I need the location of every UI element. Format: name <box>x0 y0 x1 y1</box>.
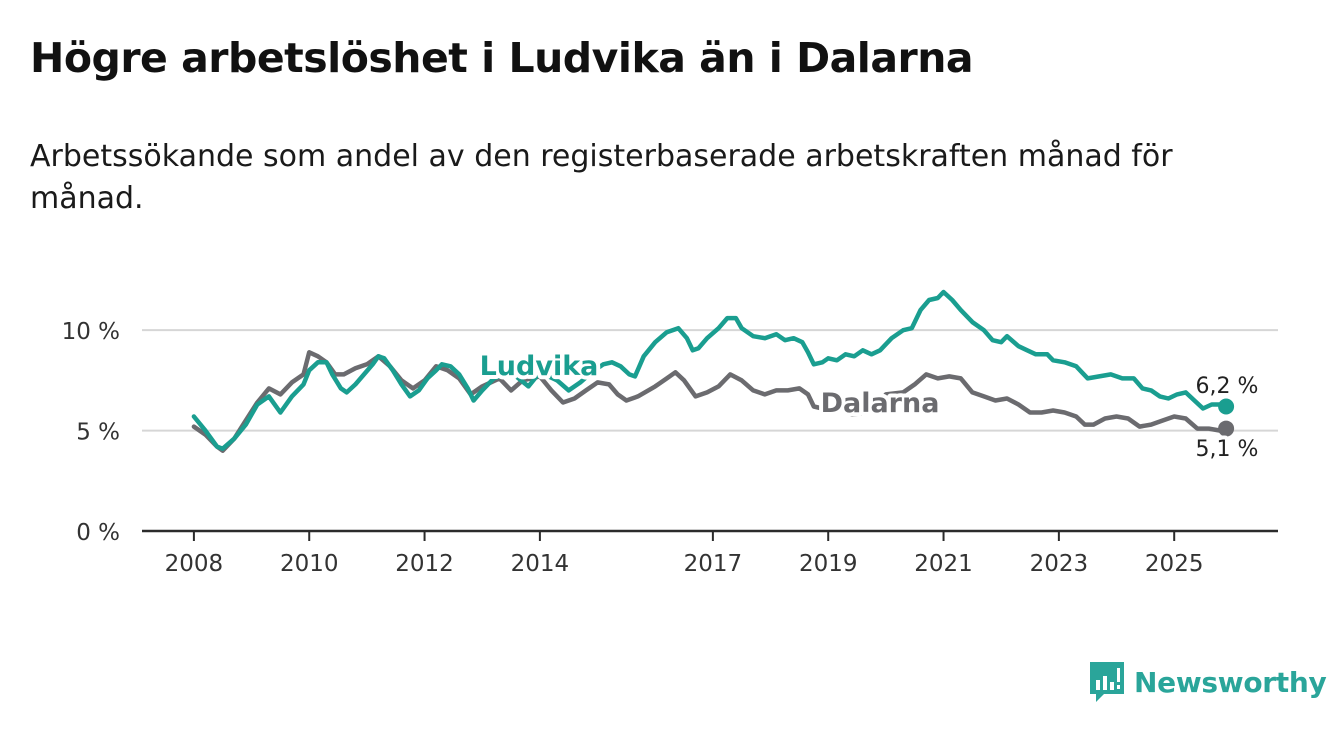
x-tick-label: 2012 <box>395 551 454 577</box>
gridlines <box>142 329 1278 432</box>
y-axis: 0 % 5 % 10 % <box>62 319 120 546</box>
x-tick-label: 2019 <box>799 551 858 577</box>
newsworthy-logo-icon <box>1090 662 1124 702</box>
end-value-label-ludvika-halo: 6,2 % <box>1196 374 1259 399</box>
series-line-ludvika <box>191 289 1229 451</box>
series-line-dalarna <box>191 350 1229 453</box>
end-value-label-ludvika: 6,2 % <box>1196 374 1259 399</box>
end-value-label-dalarna: 5,1 % <box>1196 437 1259 462</box>
end-value-label-dalarna-halo: 5,1 % <box>1196 437 1259 462</box>
x-axis: 2008 2010 2012 2014 2017 2019 2021 2023 2025 <box>142 529 1278 577</box>
chart-title: Högre arbetslöshet i Ludvika än i Dalarn… <box>30 34 974 82</box>
series-label-dalarna-halo: Dalarna <box>821 388 940 419</box>
series-end-dot-ludvika <box>1218 398 1235 415</box>
x-tick-label: 2017 <box>684 551 743 577</box>
series-label-dalarna: Dalarna <box>821 388 940 419</box>
series-label-ludvika-halo: Ludvika <box>480 351 599 382</box>
x-tick-label: 2014 <box>511 551 570 577</box>
x-tick-label: 2021 <box>914 551 973 577</box>
y-tick-label: 10 % <box>62 319 120 345</box>
x-tick-label: 2010 <box>280 551 339 577</box>
brand-name: Newsworthy <box>1134 665 1327 699</box>
chart-subtitle: Arbetssökande som andel av den registerb… <box>30 139 1173 216</box>
x-tick-label: 2008 <box>165 551 224 577</box>
series-end-dot-dalarna <box>1218 420 1235 437</box>
brand-logo: Newsworthy <box>1088 660 1327 704</box>
series-lines <box>191 289 1235 453</box>
y-tick-label: 5 % <box>76 420 120 446</box>
x-tick-label: 2025 <box>1145 551 1204 577</box>
y-tick-label: 0 % <box>76 520 120 546</box>
series-label-ludvika: Ludvika <box>480 351 599 382</box>
x-tick-label: 2023 <box>1030 551 1089 577</box>
